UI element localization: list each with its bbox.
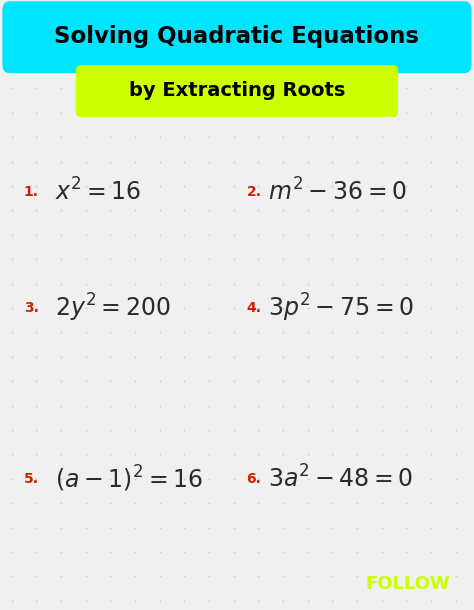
Text: Solving Quadratic Equations: Solving Quadratic Equations bbox=[55, 25, 419, 48]
Text: 4.: 4. bbox=[246, 301, 262, 315]
Text: $(a - 1)^2 = 16$: $(a - 1)^2 = 16$ bbox=[55, 464, 202, 494]
Text: $x^2 = 16$: $x^2 = 16$ bbox=[55, 179, 141, 206]
Text: 3.: 3. bbox=[24, 301, 38, 315]
Text: by Extracting Roots: by Extracting Roots bbox=[129, 81, 345, 101]
Text: $m^2 - 36 = 0$: $m^2 - 36 = 0$ bbox=[268, 179, 407, 206]
Text: 2.: 2. bbox=[246, 185, 262, 199]
Text: FOLLOW: FOLLOW bbox=[365, 575, 450, 594]
Text: 1.: 1. bbox=[24, 185, 39, 199]
Text: 6.: 6. bbox=[246, 472, 261, 486]
Text: $2y^2 = 200$: $2y^2 = 200$ bbox=[55, 292, 170, 324]
FancyBboxPatch shape bbox=[76, 65, 398, 117]
Text: 5.: 5. bbox=[24, 472, 39, 486]
FancyBboxPatch shape bbox=[2, 1, 472, 73]
Text: $3p^2 - 75 = 0$: $3p^2 - 75 = 0$ bbox=[268, 292, 414, 324]
Text: $3a^2 - 48 = 0$: $3a^2 - 48 = 0$ bbox=[268, 465, 413, 492]
